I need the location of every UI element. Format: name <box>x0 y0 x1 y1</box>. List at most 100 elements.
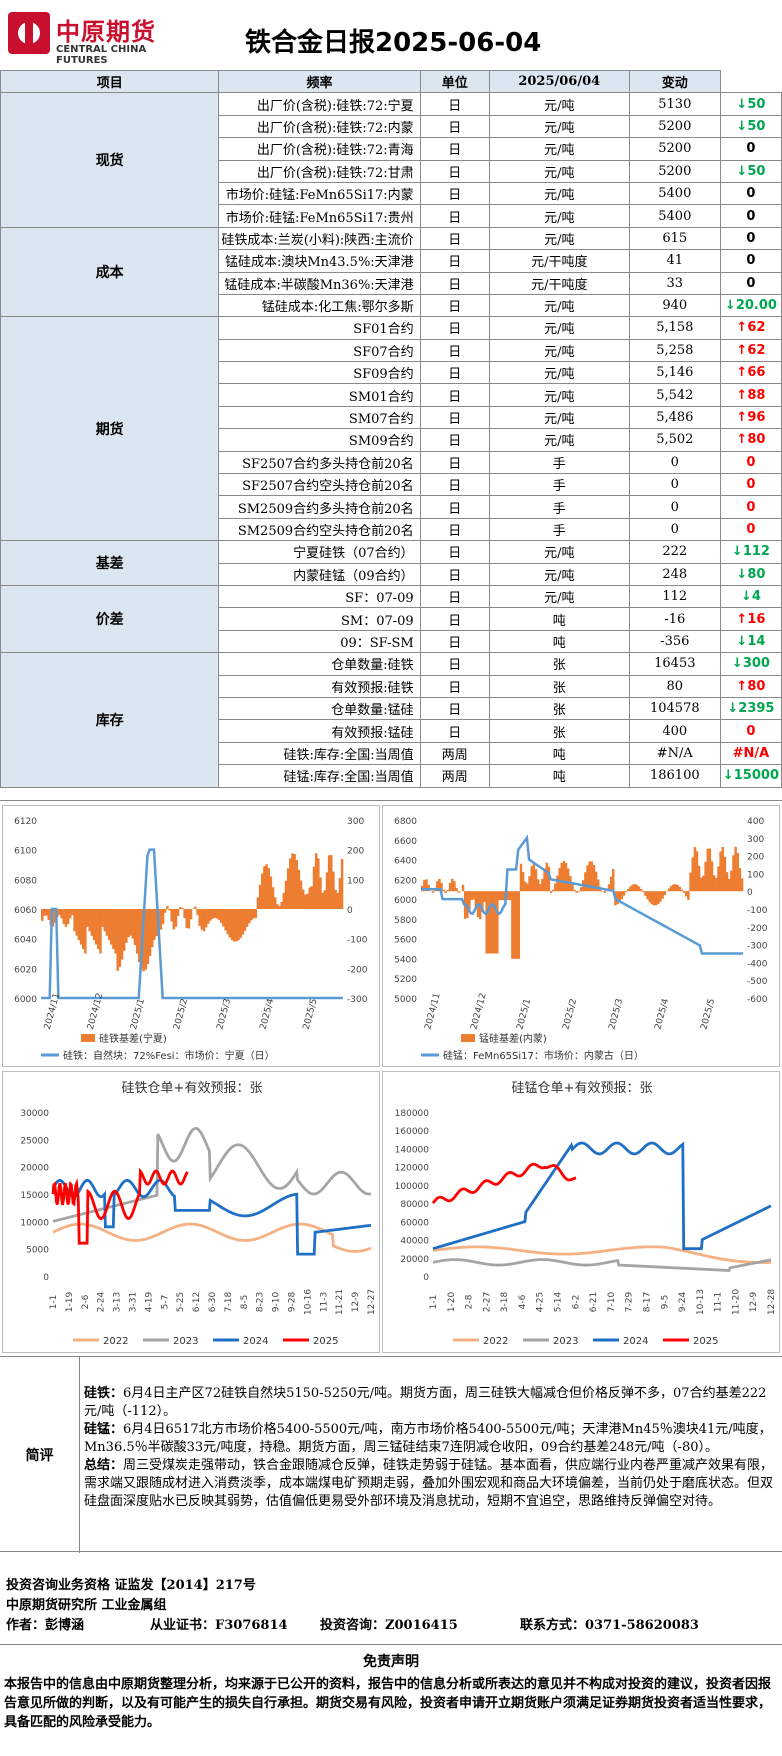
table-row: 出厂价(含税):硅铁:72:内蒙日元/吨 5200 ↓50 <box>1 114 782 139</box>
basis-bar <box>642 891 645 893</box>
value-cell: #N/A <box>628 741 721 766</box>
basis-bar <box>278 906 281 909</box>
change-value: 15000 <box>733 768 779 784</box>
basis-bar <box>500 891 503 901</box>
basis-bar <box>280 901 283 909</box>
y-tick: 10000 <box>20 1218 49 1228</box>
unit-cell: 元/吨 <box>488 293 630 318</box>
legend-label: 2023 <box>173 1336 198 1347</box>
arrow-down-icon: ↓ <box>736 633 748 649</box>
basis-bar <box>148 909 152 956</box>
basis-bar <box>451 878 454 892</box>
value-cell: 5,258 <box>628 338 721 363</box>
change-cell: 0 <box>719 517 782 542</box>
chart-title: 硅锰仓单+有效预报：张 <box>512 1081 653 1096</box>
change-cell: ↓14 <box>719 629 782 654</box>
change-cell: ↓112 <box>719 540 782 564</box>
arrow-down-icon: ↓ <box>722 768 734 784</box>
y-tick-right: -400 <box>747 959 768 969</box>
y-tick: 20000 <box>400 1255 429 1265</box>
freq-cell: 日 <box>419 517 490 542</box>
item-cell: SM2509合约多头持仓前20名 <box>218 495 421 519</box>
freq-cell: 两周 <box>419 764 490 788</box>
y-tick-right: 400 <box>747 817 764 827</box>
change-cell: ↓300 <box>719 652 782 676</box>
change-value: 50 <box>747 96 766 112</box>
change-value: 4 <box>751 589 761 605</box>
y-tick: 140000 <box>395 1145 430 1155</box>
y-tick: 100000 <box>395 1182 430 1192</box>
basis-bar <box>519 863 523 892</box>
basis-bar <box>524 881 527 892</box>
item-cell: SF09合约 <box>218 361 421 385</box>
basis-bar <box>624 891 628 893</box>
unit-cell: 吨 <box>488 629 630 654</box>
change-cell: 0 <box>719 495 782 519</box>
table-row: SF2507合约多头持仓前20名日手 0 0 <box>1 450 782 475</box>
basis-bar <box>172 909 176 930</box>
x-tick: 2025/5 <box>302 998 320 1031</box>
basis-bar <box>594 871 598 892</box>
basis-bar <box>498 891 501 901</box>
value-cell: 0 <box>628 473 721 497</box>
freq-cell: 日 <box>419 473 490 497</box>
basis-bar <box>547 866 551 892</box>
basis-bar <box>455 887 458 892</box>
arrow-down-icon: ↓ <box>731 656 743 672</box>
value-cell: 41 <box>628 249 721 273</box>
basis-bar <box>189 909 193 920</box>
author-info: 投资咨询业务资格 证监发【2014】217号 中原期货研究所 工业金属组 作者：… <box>0 1552 782 1644</box>
basis-bar <box>271 887 275 909</box>
basis-bar <box>685 891 688 897</box>
y-tick-right: -100 <box>347 936 368 946</box>
item-cell: 仓单数量:硅铁 <box>218 652 421 676</box>
basis-bar <box>194 906 197 909</box>
basis-bar <box>330 855 333 909</box>
basis-bar <box>226 909 229 935</box>
basis-bar <box>493 891 497 954</box>
basis-bar <box>481 891 484 912</box>
freq-cell: 日 <box>419 629 490 654</box>
value-cell: 5200 <box>628 114 721 139</box>
value-cell: 33 <box>628 271 721 295</box>
item-cell: 内蒙硅锰（09合约） <box>218 562 421 586</box>
item-cell: 出厂价(含税):硅铁:72:宁夏 <box>218 92 421 116</box>
chart-sm-warrants: 硅锰仓单+有效预报：张 180000 160000 140000 120000 10000… <box>382 1071 780 1353</box>
freq-cell: 日 <box>419 293 490 318</box>
basis-bar <box>47 909 50 921</box>
unit-cell: 元/吨 <box>488 405 630 430</box>
basis-bar <box>222 909 225 927</box>
x-tick: 9-28 <box>288 1292 298 1313</box>
x-tick: 2-8 <box>465 1294 475 1309</box>
change-cell: ↓80 <box>719 562 782 586</box>
basis-bar <box>528 876 531 892</box>
basis-bar <box>94 909 98 945</box>
dept-line: 中原期货研究所 工业金属组 <box>6 1598 167 1613</box>
x-tick: 12-28 <box>767 1289 777 1315</box>
item-cell: 硅锰:库存:全国:当周值 <box>218 764 421 788</box>
value-cell: 5400 <box>628 181 721 206</box>
arrow-up-icon: ↑ <box>736 410 748 426</box>
y-tick-right: -300 <box>347 995 368 1005</box>
basis-bar <box>198 909 201 926</box>
y-tick-left: 6040 <box>14 936 37 946</box>
item-cell: SF2507合约空头持仓前20名 <box>218 473 421 497</box>
x-tick: 4-19 <box>144 1292 154 1313</box>
change-value: 0 <box>746 253 756 269</box>
item-cell: 出厂价(含税):硅铁:72:甘肃 <box>218 159 421 183</box>
basis-bar <box>532 862 536 892</box>
basis-bar <box>603 891 606 893</box>
table-row: 基差 宁夏硅铁（07合约）日元/吨 222 ↓112 <box>0 540 782 586</box>
x-tick: 2025/2 <box>172 998 190 1031</box>
unit-cell: 元/吨 <box>488 204 630 228</box>
unit-cell: 张 <box>488 652 630 676</box>
x-tick: 2-6 <box>81 1294 91 1309</box>
legend-label: 2025 <box>313 1336 338 1347</box>
value-cell: 0 <box>628 450 721 475</box>
x-tick: 4-25 <box>536 1292 546 1312</box>
x-tick: 1-20 <box>447 1292 457 1313</box>
change-cell: 0 <box>719 249 782 273</box>
x-tick: 9-5 <box>660 1295 670 1310</box>
disclaimer-title: 免责声明 <box>363 1654 419 1670</box>
x-tick: 2025/3 <box>215 998 233 1031</box>
